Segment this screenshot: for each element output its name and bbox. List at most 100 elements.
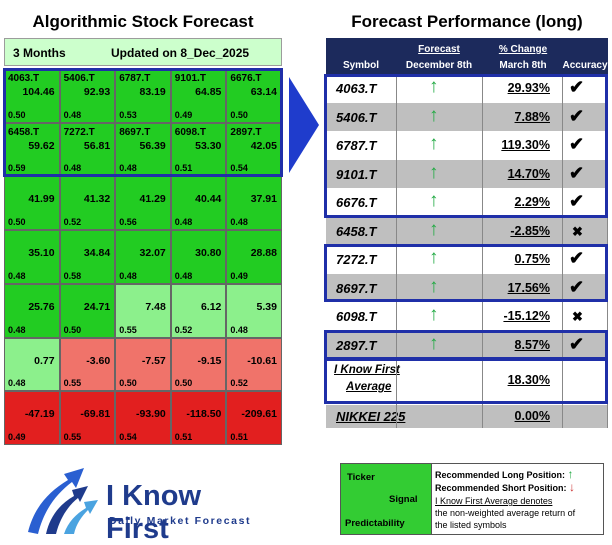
legend-short: Recommended Short Position: ↓ [435, 480, 576, 494]
arrow-down-icon: ↓ [569, 480, 576, 494]
heatmap-cell: -3.60 0.55 [59, 337, 116, 392]
legend-long: Recommended Long Position: ↑ [435, 467, 574, 481]
checkmark-icon: ✔ [569, 276, 585, 297]
logo-name: I Know First [106, 480, 202, 545]
cell-signal: 25.76 [28, 300, 55, 313]
cell-signal: 24.71 [83, 300, 111, 313]
cell-signal: 41.29 [139, 193, 166, 206]
row-change: 29.93% [507, 81, 550, 95]
arrow-up-icon: ↑ [429, 76, 439, 97]
legend-cell-sample: Ticker Signal Predictability [341, 464, 432, 534]
arrow-up-icon: ↑ [567, 467, 574, 481]
cell-predictability: 0.49 [8, 431, 26, 442]
cell-predictability: 0.53 [119, 109, 137, 120]
heatmap-cell: -47.19 0.49 [4, 391, 60, 445]
cell-predictability: 0.48 [230, 324, 248, 335]
cell-predictability: 0.55 [63, 431, 82, 442]
row-change: -2.85% [510, 223, 550, 238]
legend-description: Recommended Long Position: ↑ Recommended… [433, 464, 603, 534]
heatmap-cell: -69.81 0.55 [59, 391, 116, 445]
row-change: 119.30% [501, 138, 550, 152]
heatmap-cell: -10.61 0.52 [226, 337, 282, 392]
table-row: 6458.T ↑ -2.85% ✖ [326, 216, 608, 245]
logo-swoosh-icon [28, 468, 98, 534]
heatmap-cell: -93.90 0.54 [115, 391, 171, 445]
index-value: 0.00% [514, 409, 550, 423]
cell-signal: 37.91 [250, 193, 277, 206]
heatmap-cell: 2897.T 42.05 0.54 [226, 122, 282, 177]
table-row: 9101.T ↑ 14.70% ✔ [326, 159, 608, 188]
legend-predictability: Predictability [345, 518, 405, 529]
legend: Ticker Signal Predictability Recommended… [340, 463, 604, 535]
heatmap-cell: 41.99 0.50 [4, 176, 60, 231]
cell-predictability: 0.48 [63, 163, 82, 174]
col-accuracy: Accuracy [562, 60, 608, 71]
cell-ticker: 2897.T [230, 126, 262, 138]
arrow-right-icon [289, 77, 319, 173]
row-symbol: 7272.T [336, 252, 377, 267]
heatmap-cell: 6.12 0.52 [170, 283, 227, 338]
cell-signal: 6.12 [200, 300, 222, 313]
table-row: 4063.T ↑ 29.93% ✔ [326, 74, 608, 103]
performance-title: Forecast Performance (long) [351, 12, 583, 31]
heatmap-cell: 41.29 0.56 [115, 176, 171, 231]
row-symbol: 8697.T [336, 280, 377, 296]
legend-note-3: the listed symbols [435, 520, 507, 530]
checkmark-icon: ✔ [569, 134, 585, 154]
cell-signal: -93.90 [136, 408, 166, 421]
cell-signal: 56.81 [83, 139, 111, 152]
performance-table: Symbol Forecast December 8th % Change Ma… [324, 38, 608, 428]
cell-signal: -3.60 [86, 354, 111, 367]
cell-predictability: 0.48 [174, 270, 193, 281]
cell-predictability: 0.50 [119, 378, 137, 389]
average-label: I Know First [334, 364, 400, 376]
row-symbol: 4063.T [336, 81, 377, 96]
heatmap-cell: 5.39 0.48 [226, 283, 282, 338]
checkmark-icon: ✔ [569, 333, 585, 354]
cell-predictability: 0.52 [63, 217, 82, 228]
cell-predictability: 0.48 [119, 270, 137, 281]
cell-predictability: 0.56 [119, 217, 137, 228]
checkmark-icon: ✔ [569, 105, 585, 126]
heatmap-cell: 34.84 0.58 [59, 230, 116, 284]
heatmap-cell: 37.91 0.48 [226, 176, 282, 231]
logo-tagline: Daily Market Forecast [109, 515, 252, 527]
cell-predictability: 0.50 [63, 324, 82, 335]
col-forecast: Forecast [418, 44, 460, 55]
row-change: -15.12% [503, 309, 550, 323]
heatmap-cell: 0.77 0.48 [4, 337, 60, 392]
row-change: 17.56% [507, 280, 550, 295]
forecast-heatmap: 4063.T 104.46 0.50 5406.T 92.93 0.48 6787.T 83.… [3, 68, 283, 445]
heatmap-header: 3 Months Updated on 8_Dec_2025 [4, 38, 282, 66]
heatmap-cell: -209.61 0.51 [226, 391, 282, 445]
cell-signal: 41.32 [83, 193, 111, 206]
cell-signal: -9.15 [197, 354, 222, 367]
cell-predictability: 0.54 [119, 431, 137, 442]
cell-signal: 32.07 [139, 247, 166, 260]
table-row: 6787.T ↑ 119.30% ✔ [326, 131, 608, 160]
cell-signal: -7.57 [141, 354, 166, 367]
cell-predictability: 0.50 [230, 109, 248, 120]
heatmap-cell: 6458.T 59.62 0.59 [4, 122, 60, 177]
cell-predictability: 0.55 [63, 378, 82, 389]
col-forecast-date: December 8th [405, 60, 473, 71]
cell-predictability: 0.51 [230, 431, 248, 442]
cell-signal: -69.81 [80, 408, 111, 421]
heatmap-cell: 4063.T 104.46 0.50 [4, 69, 60, 123]
cell-predictability: 0.52 [230, 378, 248, 389]
average-label-2: Average [346, 381, 392, 393]
legend-ticker: Ticker [347, 472, 375, 483]
heatmap-cell: 35.10 0.48 [4, 230, 60, 284]
heatmap-cell: 25.76 0.48 [4, 283, 60, 338]
arrow-up-icon: ↑ [429, 218, 439, 240]
average-value: 18.30% [507, 373, 550, 387]
cell-predictability: 0.48 [8, 324, 26, 335]
forecast-period: 3 Months [13, 46, 66, 60]
arrow-up-icon: ↑ [429, 275, 439, 297]
cell-signal: 7.48 [145, 300, 166, 313]
checkmark-icon: ✔ [569, 191, 585, 211]
arrow-up-icon: ↑ [429, 133, 439, 154]
cell-signal: 56.39 [139, 139, 166, 152]
legend-note-2: the non-weighted average return of [435, 508, 576, 518]
table-row: 2897.T ↑ 8.57% ✔ [326, 330, 608, 359]
